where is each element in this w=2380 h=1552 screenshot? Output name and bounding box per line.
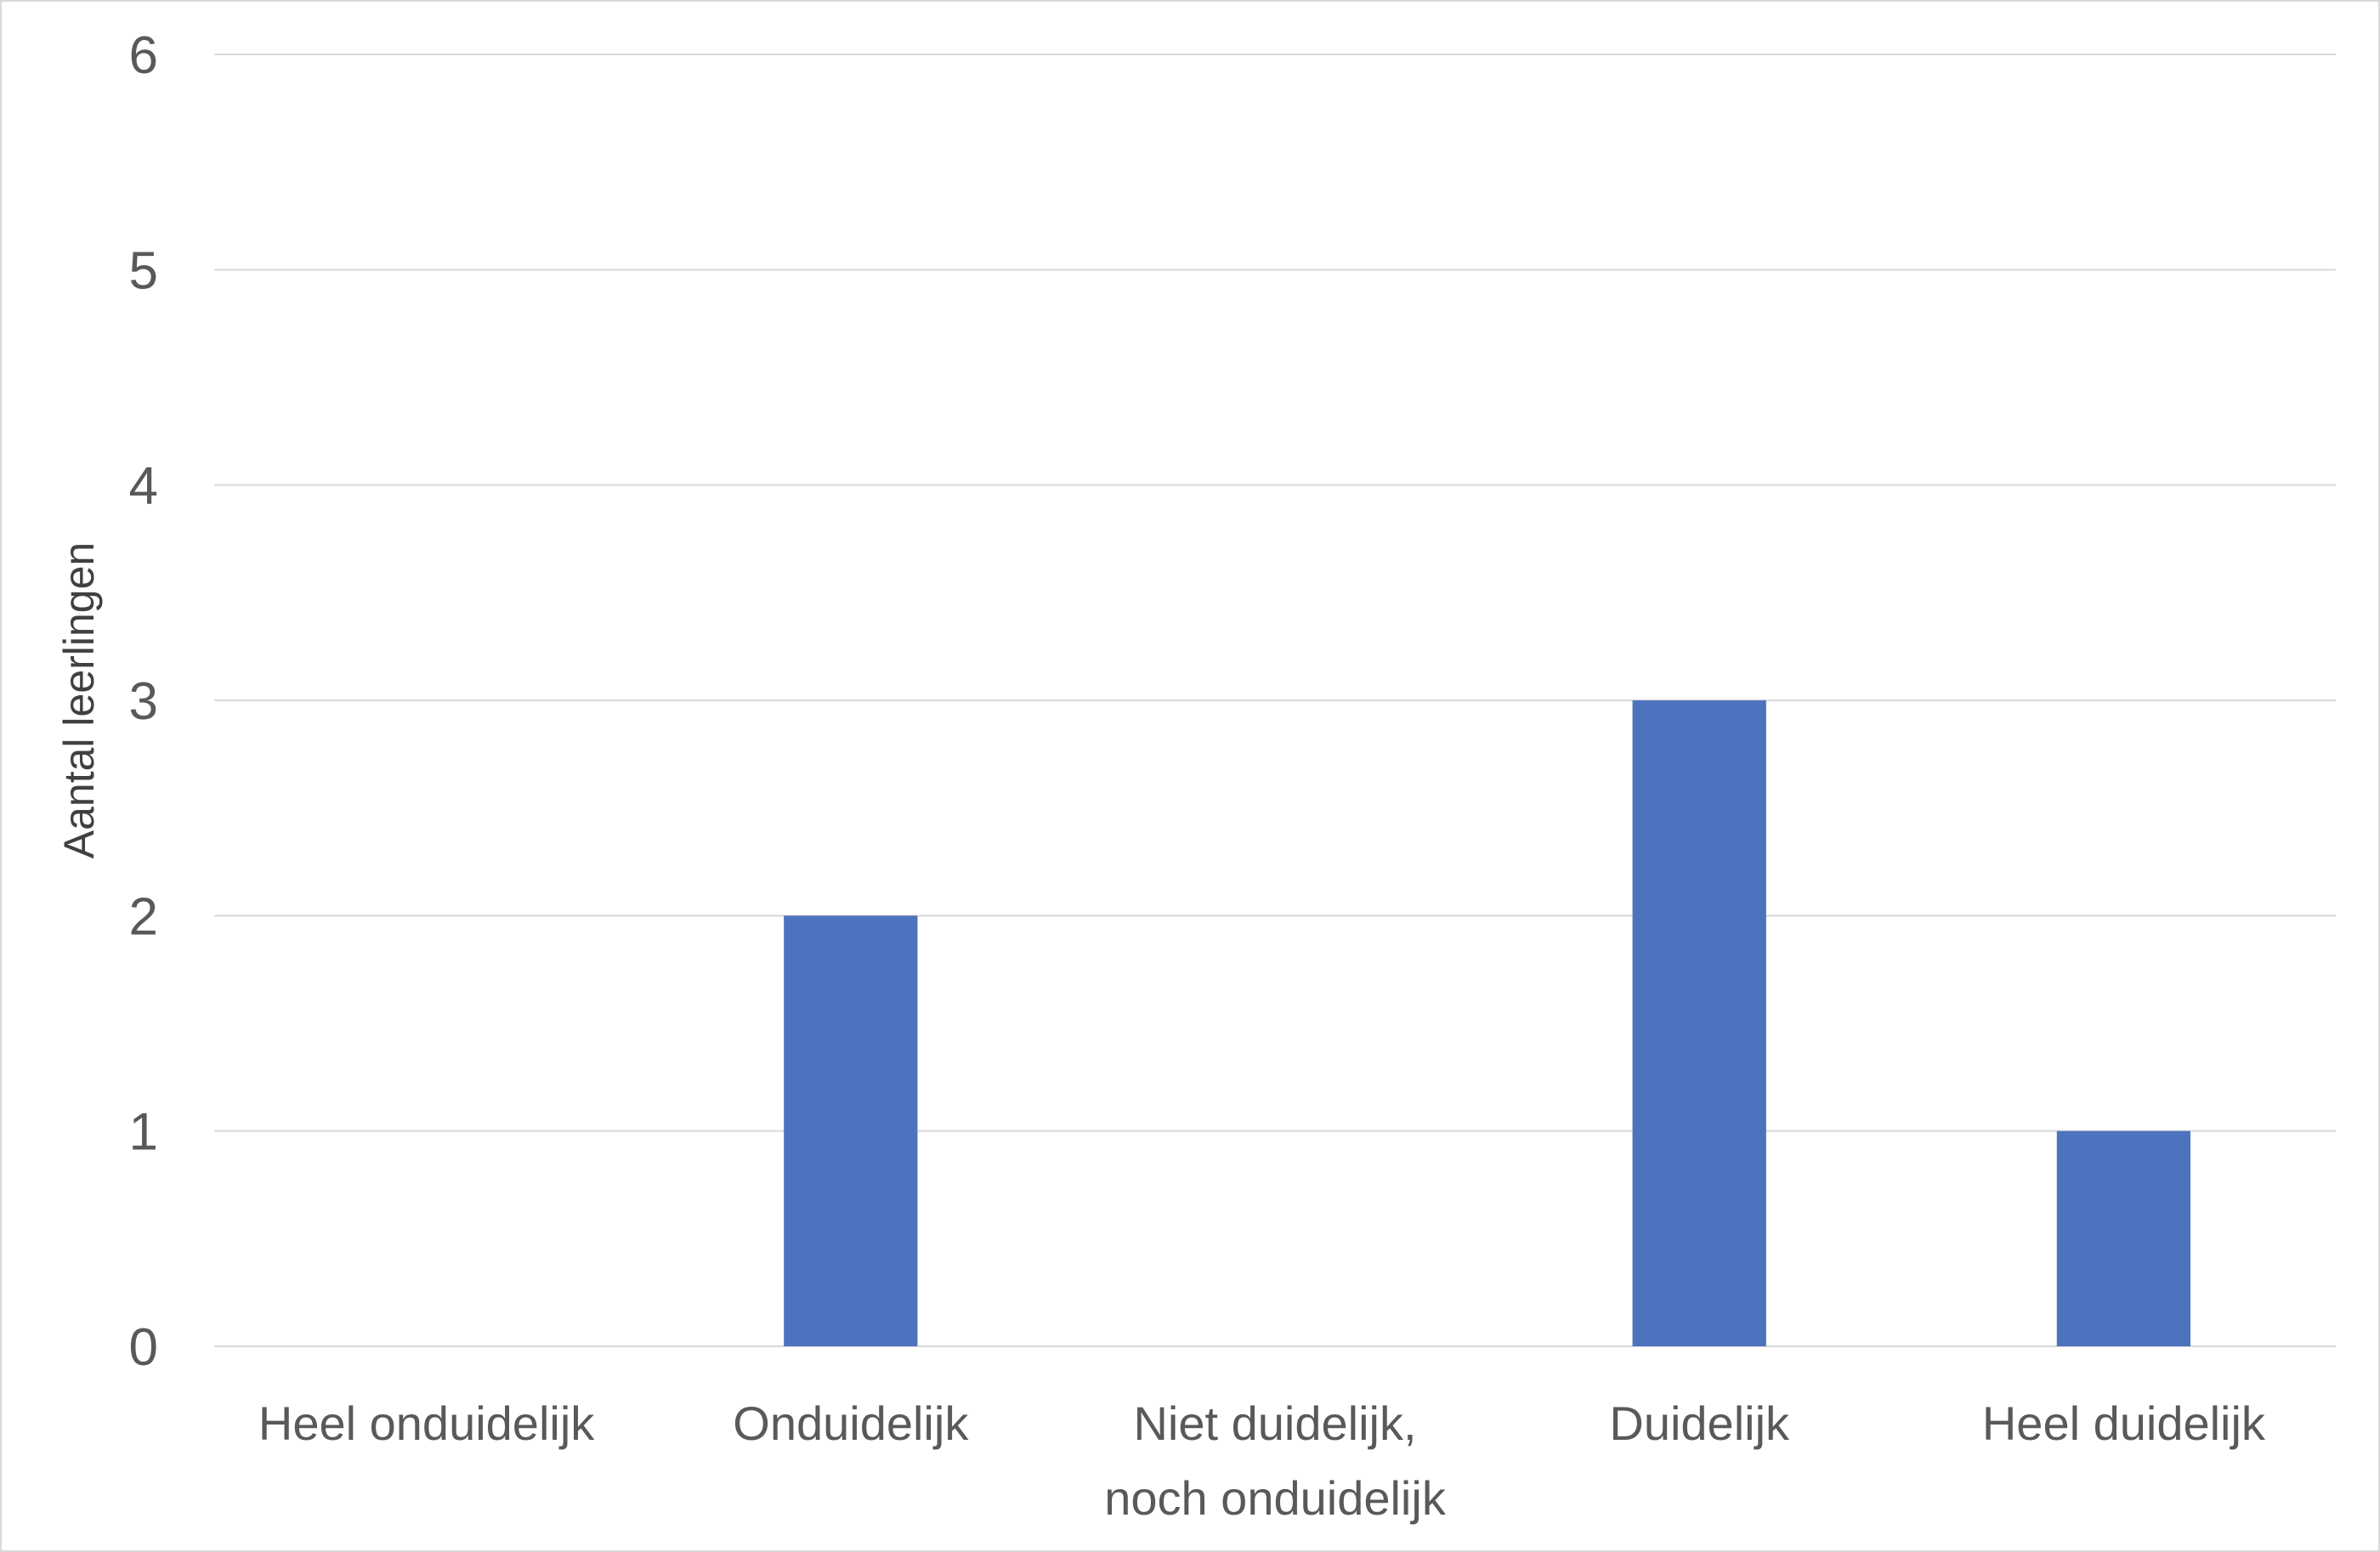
y-tick-label: 0	[129, 1318, 158, 1377]
bar-4	[2056, 1130, 2191, 1346]
x-category-label: Duidelijk	[1609, 1396, 1790, 1450]
x-category-label-line: Heel duidelijk	[1982, 1396, 2266, 1450]
y-tick-label: 3	[129, 672, 158, 731]
bars	[784, 700, 2191, 1346]
x-category-label-line: Onduidelijk	[733, 1396, 969, 1450]
x-category-label: Heel duidelijk	[1982, 1396, 2266, 1450]
y-tick-label: 5	[129, 241, 158, 300]
x-category-label-line: Niet duidelijk,	[1133, 1396, 1416, 1450]
x-category-label: Niet duidelijk, noch onduidelijk	[1104, 1396, 1447, 1525]
x-category-label-line: Heel onduidelijk	[258, 1396, 595, 1450]
y-axis-ticks: 0 1 2 3 4 5 6	[129, 26, 158, 1377]
x-category-label-line: Duidelijk	[1609, 1396, 1790, 1450]
bar-3	[1632, 700, 1766, 1346]
y-tick-label: 4	[129, 457, 158, 516]
y-tick-label: 6	[129, 26, 158, 85]
gridlines	[214, 54, 2336, 1347]
x-axis-categories: Heel onduidelijk Onduidelijk Niet duidelij…	[258, 1396, 2266, 1525]
y-tick-label: 2	[129, 887, 158, 946]
y-tick-label: 1	[129, 1103, 158, 1162]
x-category-label: Onduidelijk	[733, 1396, 969, 1450]
x-category-label: Heel onduidelijk	[258, 1396, 595, 1450]
y-axis-title: Aantal leerlingen	[55, 542, 103, 859]
x-category-label-line: noch onduidelijk	[1104, 1471, 1447, 1525]
bar-1	[784, 915, 918, 1346]
